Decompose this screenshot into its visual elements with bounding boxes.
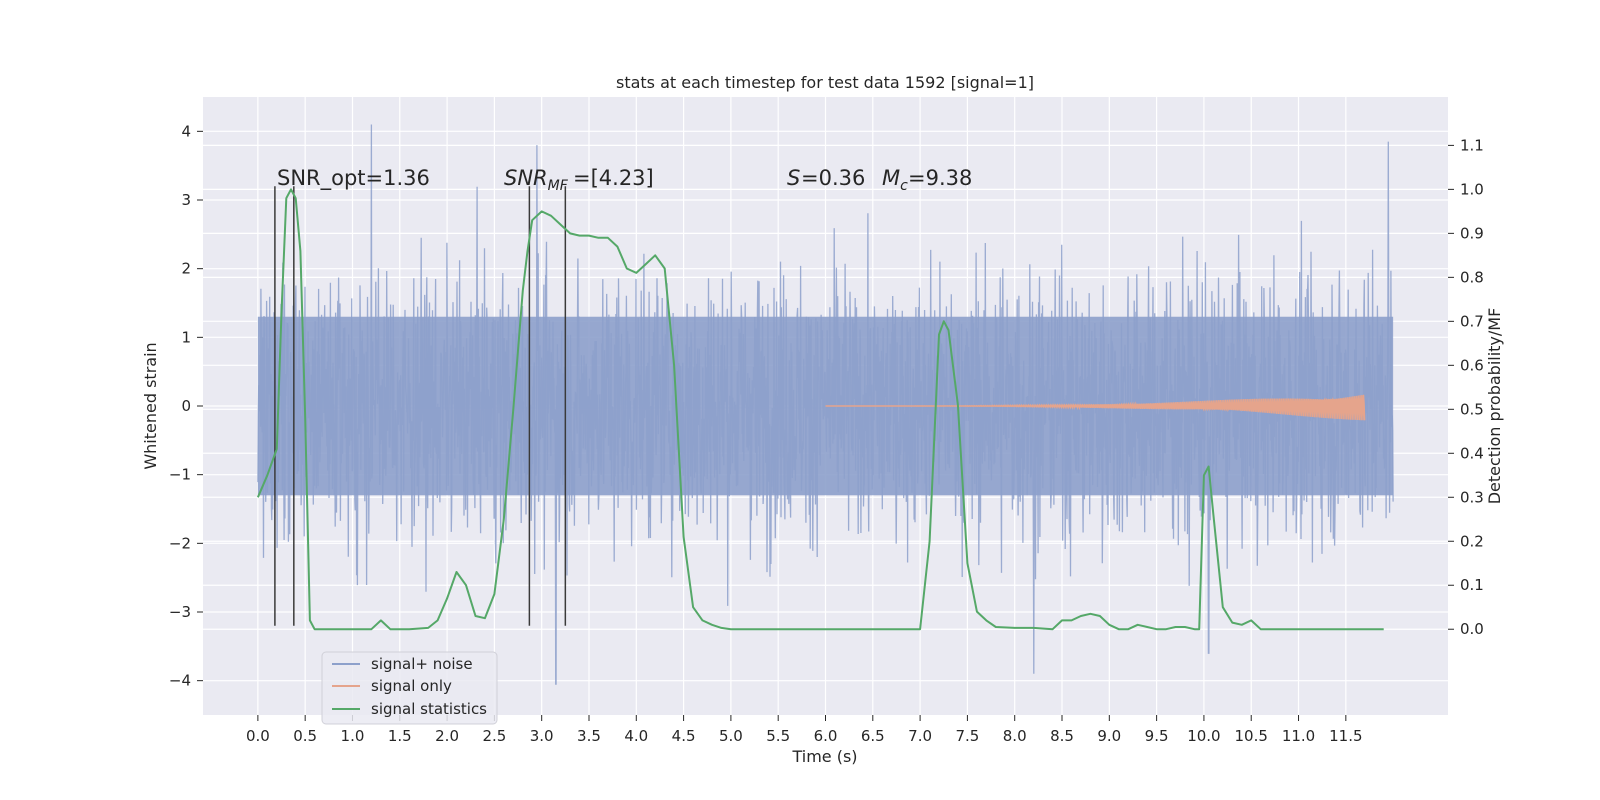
y-left-tick-label: 2 — [181, 260, 191, 278]
x-tick-labels: 0.0 0.5 1.0 1.5 2.0 2.5 3.0 3.5 4.0 4.5 5.0 5.5 6.0 6… — [246, 715, 1363, 745]
y-left-tick-label: 1 — [181, 328, 191, 346]
legend-label-noise: signal+ noise — [371, 655, 473, 673]
x-tick-label: 0.0 — [246, 727, 270, 745]
y-right-tick-label: 1.1 — [1460, 136, 1484, 154]
annotation-snr-mf: SNRMF =[4.23] — [504, 166, 654, 194]
y-left-axis-label: Whitened strain — [141, 342, 160, 469]
signal-statistics-line — [256, 188, 1384, 631]
x-tick-label: 6.0 — [814, 727, 838, 745]
x-tick-label: 3.0 — [530, 727, 554, 745]
x-tick-label: 5.5 — [766, 727, 790, 745]
y-right-tick-label: 0.5 — [1460, 400, 1484, 418]
x-tick-label: 9.5 — [1145, 727, 1169, 745]
x-tick-label: 6.5 — [861, 727, 885, 745]
x-tick-label: 1.5 — [388, 727, 412, 745]
signal-only-line — [825, 394, 1366, 421]
x-tick-label: 5.0 — [719, 727, 743, 745]
y-right-tick-label: 0.0 — [1460, 620, 1484, 638]
x-tick-label: 7.5 — [955, 727, 979, 745]
x-tick-label: 1.0 — [341, 727, 365, 745]
y-right-tick-label: 0.3 — [1460, 488, 1484, 506]
svg-text:SNRMF: SNRMF — [504, 166, 569, 194]
x-tick-label: 10.5 — [1235, 727, 1268, 745]
y-left-tick-label: −2 — [169, 534, 191, 552]
legend-label-stats: signal statistics — [371, 700, 487, 718]
svg-text:=[4.23]: =[4.23] — [573, 166, 654, 190]
x-tick-label: 3.5 — [577, 727, 601, 745]
y-right-tick-label: 0.7 — [1460, 312, 1484, 330]
chart-title: stats at each timestep for test data 159… — [616, 73, 1034, 92]
x-tick-label: 10.0 — [1187, 727, 1220, 745]
signal-only-series — [825, 394, 1366, 421]
annotation-s: S =0.36 — [787, 166, 865, 190]
signal-statistics-series — [256, 188, 1384, 631]
x-tick-label: 2.0 — [435, 727, 459, 745]
x-tick-label: 2.5 — [482, 727, 506, 745]
y-right-tick-label: 0.4 — [1460, 444, 1484, 462]
x-tick-label: 0.5 — [293, 727, 317, 745]
x-tick-label: 11.5 — [1329, 727, 1362, 745]
y-left-tick-label: 0 — [181, 397, 191, 415]
x-axis-label: Time (s) — [791, 747, 857, 766]
svg-text:S: S — [787, 166, 800, 190]
x-tick-label: 11.0 — [1282, 727, 1315, 745]
x-tick-label: 4.0 — [624, 727, 648, 745]
y-left-tick-labels: 4 3 2 1 0 −1 −2 −3 −4 — [169, 122, 203, 690]
y-left-tick-label: −1 — [169, 466, 191, 484]
x-tick-label: 9.0 — [1097, 727, 1121, 745]
annotation-snr-opt: SNR_opt=1.36 — [277, 166, 430, 191]
y-left-tick-label: −4 — [169, 672, 191, 690]
legend: signal+ noise signal only signal statist… — [321, 651, 498, 725]
x-tick-label: 8.0 — [1003, 727, 1027, 745]
svg-text:Mc: Mc — [882, 166, 908, 194]
x-tick-label: 8.5 — [1050, 727, 1074, 745]
y-right-axis-label: Detection probability/MF — [1485, 308, 1504, 505]
x-tick-label: 4.5 — [672, 727, 696, 745]
y-right-tick-label: 0.9 — [1460, 224, 1484, 242]
annotation-mc: Mc =9.38 — [882, 166, 972, 194]
y-left-tick-label: 3 — [181, 191, 191, 209]
y-left-tick-label: 4 — [181, 122, 191, 140]
y-right-tick-label: 0.1 — [1460, 576, 1484, 594]
y-right-tick-label: 0.8 — [1460, 268, 1484, 286]
y-right-tick-label: 1.0 — [1460, 180, 1484, 198]
y-right-tick-label: 0.2 — [1460, 532, 1484, 550]
svg-text:=9.38: =9.38 — [908, 166, 972, 190]
y-right-tick-labels: 1.1 1.0 0.9 0.8 0.7 0.6 0.5 0.4 0.3 0.2 0.1 0.0 — [1448, 136, 1484, 638]
x-tick-label: 7.0 — [908, 727, 932, 745]
legend-label-signal: signal only — [371, 677, 452, 695]
svg-text:=0.36: =0.36 — [801, 166, 865, 190]
vertical-markers — [274, 186, 567, 626]
y-right-tick-label: 0.6 — [1460, 356, 1484, 374]
y-left-tick-label: −3 — [169, 603, 191, 621]
